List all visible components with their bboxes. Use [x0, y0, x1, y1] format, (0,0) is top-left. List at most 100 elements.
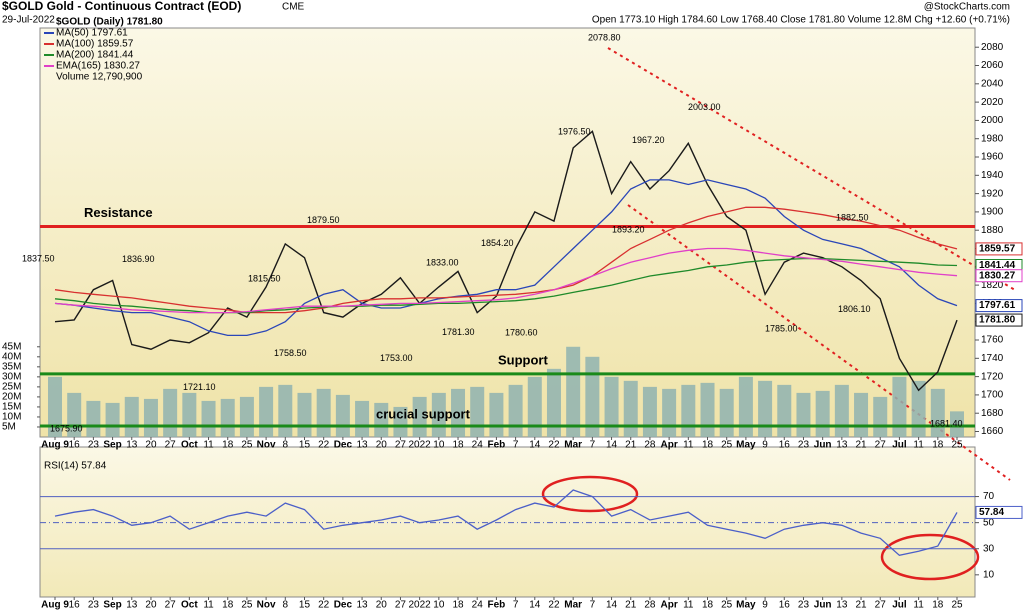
y-tick-label: 50	[983, 517, 995, 528]
x-tick-label: 28	[644, 440, 656, 451]
volume-bar	[815, 390, 830, 437]
y2-tick-label: 30M	[2, 371, 21, 382]
x-tick-label: 25	[241, 440, 253, 451]
y-tick-label: 1900	[981, 207, 1004, 218]
volume-bar	[335, 394, 350, 437]
x-tick-label: 22	[318, 440, 330, 451]
x-tick-label: 28	[644, 600, 656, 611]
x-tick-label: 23	[88, 440, 100, 451]
price-annotation: 1893.20	[612, 225, 645, 235]
x-tick-label: 21	[855, 600, 867, 611]
price-annotation: 1836.90	[122, 254, 155, 264]
y-tick-label: 1940	[981, 170, 1004, 181]
x-tick-label: 25	[951, 440, 963, 451]
x-tick-label: 11	[683, 440, 694, 451]
x-tick-label: Dec	[334, 600, 353, 611]
x-tick-label: 11	[913, 440, 924, 451]
volume-bar	[777, 384, 792, 437]
x-tick-label: 7	[590, 600, 596, 611]
volume-bar	[470, 386, 485, 437]
price-annotation: 1681.40	[930, 418, 963, 428]
price-annotation: 1721.10	[183, 382, 216, 392]
x-tick-label: 13	[836, 440, 848, 451]
x-tick-label: Oct	[181, 440, 198, 451]
y2-tick-label: 40M	[2, 351, 21, 362]
x-tick-label: Jul	[892, 440, 907, 451]
chart-title: $GOLD Gold - Continuous Contract (EOD)	[2, 0, 241, 13]
source: @StockCharts.com	[924, 2, 1010, 13]
x-tick-label: 27	[875, 440, 887, 451]
x-tick-label: 13	[126, 600, 138, 611]
x-tick-label: 20	[376, 600, 388, 611]
value-tag	[975, 505, 1023, 519]
y-tick-label: 2040	[981, 78, 1004, 89]
y2-tick-label: 15M	[2, 402, 21, 413]
volume-bar	[585, 356, 600, 437]
x-tick-label: 23	[798, 440, 810, 451]
x-tick-label: 13	[126, 440, 138, 451]
x-tick-label: 9	[762, 600, 768, 611]
x-tick-label: May	[736, 600, 756, 611]
x-tick-label: 27	[395, 600, 407, 611]
x-tick-label: 18	[702, 600, 714, 611]
x-tick-label: Jul	[892, 600, 907, 611]
x-tick-label: 20	[145, 600, 157, 611]
level-label: crucial support	[376, 406, 471, 421]
price-annotation: 2078.80	[588, 33, 621, 43]
volume-bar	[719, 388, 734, 437]
volume-bar	[393, 406, 408, 437]
x-tick-label: 27	[165, 440, 177, 451]
volume-bar	[738, 376, 753, 437]
rsi-title: RSI(14) 57.84	[44, 461, 107, 472]
volume-bar	[163, 388, 178, 437]
level-label: Support	[498, 352, 548, 367]
x-tick-label: 2022	[409, 440, 432, 451]
x-tick-label: 9	[762, 440, 768, 451]
volume-bar	[892, 376, 907, 437]
x-tick-label: 18	[222, 600, 234, 611]
x-tick-label: 14	[606, 600, 618, 611]
volume-bar	[105, 402, 120, 437]
volume-bar	[316, 388, 331, 437]
volume-bar	[527, 376, 542, 437]
date: 29-Jul-2022	[2, 15, 55, 26]
price-annotation: 1854.20	[481, 238, 514, 248]
volume-bar	[834, 384, 849, 437]
y-tick-label: 1880	[981, 225, 1004, 236]
x-tick-label: 23	[798, 600, 810, 611]
y-tick-label: 30	[983, 543, 995, 554]
x-tick-label: Aug 9	[41, 600, 69, 611]
price-line	[54, 130, 958, 392]
level-label: Resistance	[84, 205, 153, 220]
exchange: CME	[282, 2, 305, 13]
x-tick-label: 11	[203, 440, 214, 451]
y2-tick-label: 20M	[2, 392, 21, 403]
x-tick-label: 14	[606, 440, 618, 451]
x-tick-label: 25	[721, 600, 733, 611]
plot: 1660168017001720174017601780180018201840…	[2, 17, 1023, 611]
y2-tick-label: 35M	[2, 361, 21, 372]
x-tick-label: Sep	[103, 440, 121, 451]
y2-tick-label: 25M	[2, 382, 21, 393]
volume-bar	[623, 380, 638, 437]
volume-bar	[143, 398, 158, 437]
x-tick-label: 11	[913, 600, 924, 611]
x-tick-label: 18	[702, 440, 714, 451]
value-tag-label: 1781.80	[979, 315, 1016, 326]
x-tick-label: 10	[433, 600, 445, 611]
legend-entry: MA(50) 1797.61	[56, 28, 128, 39]
price-annotation: 1837.50	[22, 253, 55, 263]
volume-bar	[681, 384, 696, 437]
x-tick-label: 22	[318, 600, 330, 611]
volume-bar	[220, 398, 235, 437]
y-tick-label: 1700	[981, 390, 1004, 401]
volume-bar	[700, 382, 715, 437]
x-tick-label: 16	[779, 600, 791, 611]
price-annotation: 1833.00	[426, 258, 459, 268]
y-tick-label: 1980	[981, 133, 1004, 144]
x-tick-label: 21	[625, 440, 637, 451]
x-tick-label: 20	[376, 440, 388, 451]
price-annotation: 1806.10	[838, 304, 871, 314]
x-tick-label: 21	[855, 440, 867, 451]
